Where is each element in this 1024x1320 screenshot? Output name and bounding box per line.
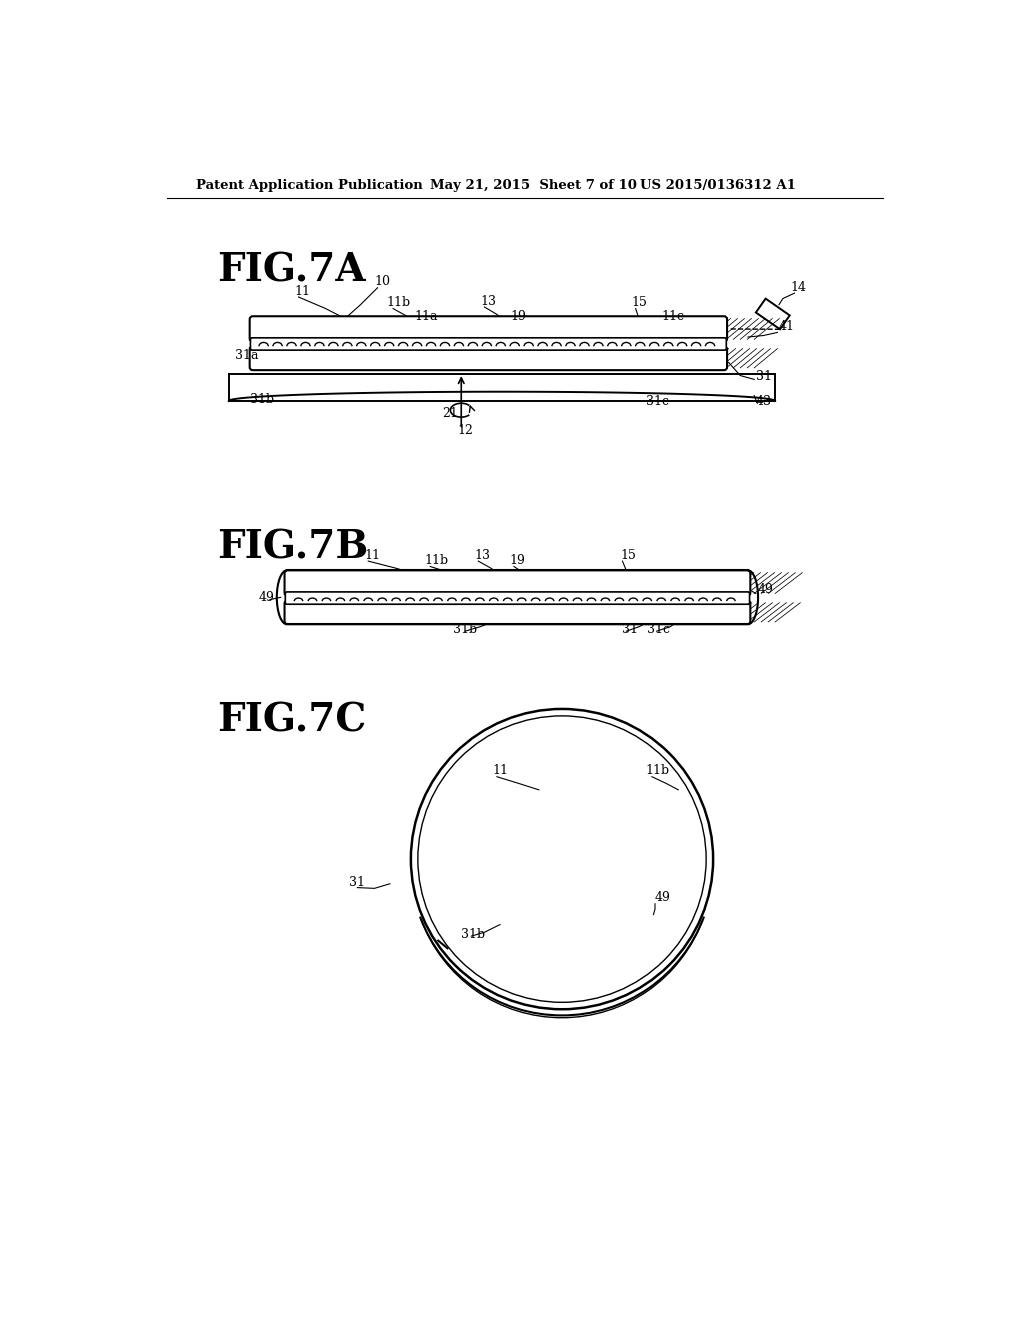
Text: 11b: 11b xyxy=(387,296,411,309)
Text: 31b: 31b xyxy=(461,928,485,941)
Text: 31: 31 xyxy=(349,876,365,890)
Text: FIG.7C: FIG.7C xyxy=(217,701,367,739)
Text: 49: 49 xyxy=(258,591,274,605)
Text: US 2015/0136312 A1: US 2015/0136312 A1 xyxy=(640,178,796,191)
Text: 49: 49 xyxy=(758,583,773,597)
FancyBboxPatch shape xyxy=(286,591,750,605)
FancyBboxPatch shape xyxy=(250,346,727,370)
Text: 31a: 31a xyxy=(234,348,258,362)
FancyBboxPatch shape xyxy=(250,317,727,342)
Text: 11: 11 xyxy=(493,764,508,777)
Text: 19: 19 xyxy=(509,554,525,568)
Text: 31: 31 xyxy=(623,623,638,636)
Text: Patent Application Publication: Patent Application Publication xyxy=(197,178,423,191)
Text: 41: 41 xyxy=(779,321,795,333)
Text: May 21, 2015  Sheet 7 of 10: May 21, 2015 Sheet 7 of 10 xyxy=(430,178,637,191)
Text: 10: 10 xyxy=(375,276,390,289)
Text: 12: 12 xyxy=(458,424,473,437)
Text: 31c: 31c xyxy=(647,623,671,636)
Text: 11c: 11c xyxy=(662,310,684,323)
Text: 31c: 31c xyxy=(646,395,669,408)
Text: 21: 21 xyxy=(442,407,458,420)
Text: 15: 15 xyxy=(632,296,647,309)
Text: FIG.7B: FIG.7B xyxy=(217,528,369,566)
Text: 49: 49 xyxy=(655,891,671,904)
FancyBboxPatch shape xyxy=(285,570,751,595)
Text: 15: 15 xyxy=(621,549,636,562)
Text: 11: 11 xyxy=(365,549,380,562)
Text: 13: 13 xyxy=(480,294,497,308)
Text: 19: 19 xyxy=(510,310,526,323)
Text: 13: 13 xyxy=(474,549,490,562)
Text: 11: 11 xyxy=(295,285,310,298)
Text: 31: 31 xyxy=(756,370,772,383)
Text: 11b: 11b xyxy=(424,554,449,568)
Text: 43: 43 xyxy=(756,395,772,408)
FancyBboxPatch shape xyxy=(285,601,751,624)
FancyBboxPatch shape xyxy=(251,338,726,350)
Text: 11a: 11a xyxy=(415,310,438,323)
Text: 11b: 11b xyxy=(646,764,670,777)
Text: 31b: 31b xyxy=(250,393,273,407)
Text: FIG.7A: FIG.7A xyxy=(217,251,366,289)
Text: 14: 14 xyxy=(791,281,807,294)
Text: 31b: 31b xyxy=(454,623,477,636)
